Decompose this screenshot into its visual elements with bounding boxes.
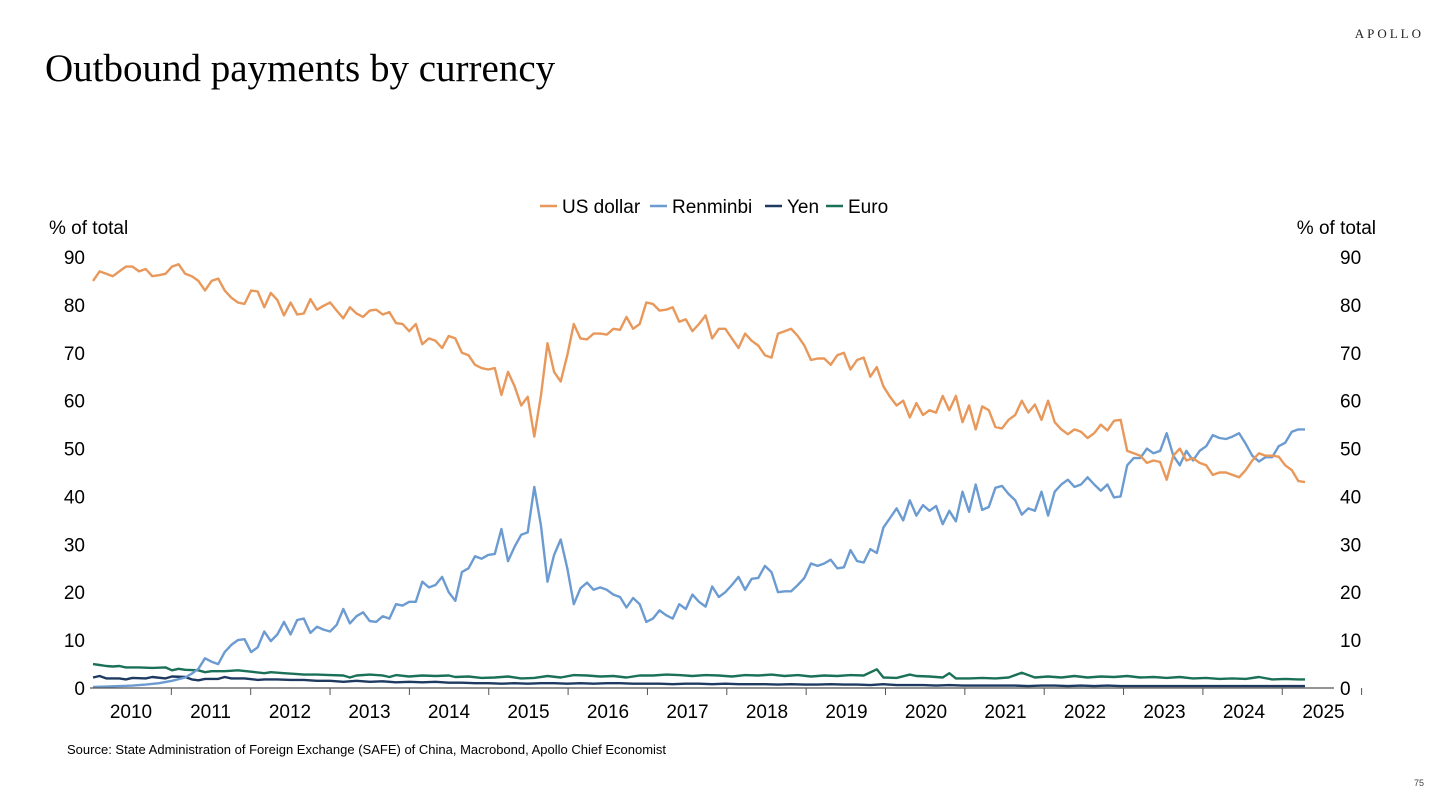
x-tick-label: 2011	[190, 702, 231, 723]
x-tick-label: 2022	[1064, 702, 1106, 723]
series-group	[92, 263, 1306, 689]
legend-label: Euro	[848, 197, 888, 218]
y-tick-label-right: 30	[1340, 535, 1361, 556]
source-note: Source: State Administration of Foreign …	[67, 742, 667, 757]
y-tick-label-left: 80	[64, 296, 85, 317]
series-line-renminbi	[92, 428, 1305, 689]
x-axis: 2010 2011 2012 2013 2014 2015 2016 2017 2018 2019…	[110, 688, 1363, 723]
y-tick-label-right: 20	[1340, 583, 1361, 604]
y-axis-left: 0 10 20 30 40 50 60 70 80 90	[64, 248, 85, 700]
y-tick-label-right: 80	[1340, 296, 1361, 317]
legend-label: Renminbi	[672, 197, 752, 218]
y-tick-label-right: 10	[1340, 631, 1361, 652]
y-tick-label-left: 70	[64, 344, 85, 365]
x-tick-label: 2023	[1143, 702, 1185, 723]
x-tick-label: 2015	[507, 702, 549, 723]
page-number: 75	[1413, 778, 1424, 788]
y-tick-label-left: 20	[64, 583, 85, 604]
x-tick-label: 2024	[1223, 702, 1266, 723]
y-tick-label-left: 90	[64, 248, 85, 269]
y-tick-label-left: 0	[74, 679, 85, 700]
x-tick-label: 2021	[984, 702, 1026, 723]
y-tick-label-left: 40	[64, 487, 85, 508]
x-tick-label: 2025	[1302, 702, 1344, 723]
y-tick-label-right: 40	[1340, 487, 1361, 508]
y-tick-label-right: 90	[1340, 248, 1361, 269]
x-tick-label: 2016	[587, 702, 629, 723]
x-tick-label: 2010	[110, 702, 152, 723]
chart-legend: US dollar Renminbi Yen Euro	[540, 197, 888, 218]
y-tick-label-right: 0	[1340, 679, 1351, 700]
y-tick-label-left: 60	[64, 392, 85, 413]
x-tick-label: 2019	[825, 702, 867, 723]
brand-logo: APOLLO	[1354, 26, 1424, 41]
legend-label: Yen	[787, 197, 819, 218]
y-tick-label-left: 30	[64, 535, 85, 556]
y-axis-label-left: % of total	[49, 218, 128, 239]
page-title: Outbound payments by currency	[45, 47, 556, 90]
y-axis-right: 0 10 20 30 40 50 60 70 80 90	[1340, 248, 1361, 700]
series-line-us-dollar	[92, 263, 1306, 484]
series-line-euro	[92, 662, 1305, 681]
y-axis-label-right: % of total	[1297, 218, 1376, 239]
legend-label: US dollar	[562, 197, 641, 218]
series-line-yen	[92, 674, 1305, 688]
y-tick-label-right: 60	[1340, 392, 1361, 413]
x-tick-label: 2012	[269, 702, 311, 723]
y-tick-label-right: 70	[1340, 344, 1361, 365]
x-tick-label: 2017	[666, 702, 708, 723]
y-tick-label-right: 50	[1340, 440, 1361, 461]
x-tick-label: 2018	[746, 702, 788, 723]
x-tick-label: 2020	[905, 702, 947, 723]
y-tick-label-left: 50	[64, 440, 85, 461]
y-tick-label-left: 10	[64, 631, 85, 652]
x-tick-label: 2014	[428, 702, 471, 723]
x-tick-label: 2013	[348, 702, 390, 723]
